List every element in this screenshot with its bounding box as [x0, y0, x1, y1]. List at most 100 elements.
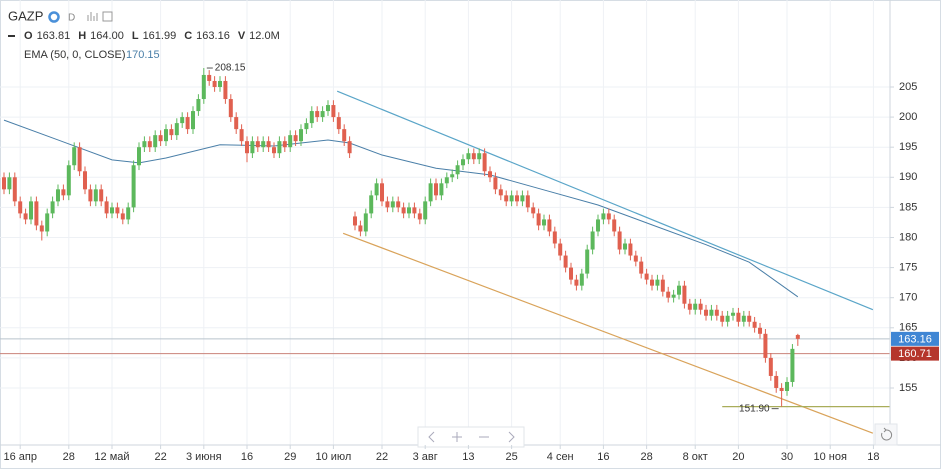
candle-body: [158, 135, 163, 142]
candle-body: [612, 219, 617, 232]
x-tick-label: 25: [505, 451, 517, 463]
candle-body: [207, 74, 212, 81]
y-tick-label: 165: [899, 322, 917, 334]
x-tick-label: 29: [284, 451, 296, 463]
annotation: 208.15: [215, 63, 246, 74]
candle-body: [228, 99, 233, 118]
candle-body: [709, 309, 714, 316]
candle-body: [304, 123, 309, 130]
candle-body: [498, 189, 503, 196]
candle-body: [455, 165, 460, 175]
candle-body: [515, 195, 520, 202]
price-label: 160.71: [898, 348, 932, 360]
candle-body: [126, 207, 131, 220]
candle-body: [336, 117, 341, 130]
candle-body: [185, 117, 190, 130]
candle-body: [137, 147, 142, 166]
candle-body: [72, 147, 77, 166]
candle-body: [444, 177, 449, 184]
plot: [0, 67, 890, 434]
y-tick-label: 170: [899, 292, 917, 304]
price-label-box: [891, 331, 939, 346]
scroll-right[interactable]: [508, 431, 515, 443]
candle-body: [18, 201, 23, 214]
candle-body: [569, 267, 574, 280]
candle-body: [633, 255, 638, 262]
candle-body: [169, 129, 174, 136]
candle-body: [88, 189, 93, 202]
price-label: 163.16: [898, 333, 932, 345]
x-tick-label: 13: [462, 451, 474, 463]
candle-body: [131, 165, 136, 208]
y-tick-label: 200: [899, 111, 917, 123]
x-tick-label: 16 апр: [3, 451, 36, 463]
price-label-box: [891, 346, 939, 361]
candle-body: [579, 273, 584, 286]
candle-body: [644, 273, 649, 280]
scroll-left[interactable]: [428, 431, 435, 443]
candle-body: [439, 183, 444, 196]
candle-body: [779, 387, 784, 392]
candle-body: [218, 80, 223, 87]
candle-body: [390, 201, 395, 208]
candle-body: [50, 201, 55, 214]
ema-name: EMA (50, 0, CLOSE): [24, 49, 125, 61]
candle-body: [407, 207, 412, 214]
y-tick-label: 180: [899, 231, 917, 243]
candle-body: [763, 333, 768, 358]
zoom-bar: [417, 426, 525, 448]
candle-body: [363, 213, 368, 232]
candle-body: [666, 291, 671, 298]
candle-body: [250, 141, 255, 154]
stat-value: 161.99: [143, 30, 177, 42]
candle-body: [471, 153, 476, 160]
candle-body: [115, 207, 120, 214]
y-tick-label: 155: [899, 382, 917, 394]
trend-line: [336, 90, 874, 311]
candle-body: [309, 111, 314, 124]
candle-body: [650, 279, 655, 286]
x-tick-label: 4 сен: [547, 451, 574, 463]
candle-body: [563, 255, 568, 268]
y-tick-label: 185: [899, 201, 917, 213]
candle-body: [687, 303, 692, 310]
candle-body: [547, 219, 552, 232]
ema-line: [3, 119, 799, 298]
candle-body: [142, 141, 147, 148]
candle-body: [255, 141, 260, 148]
chart-type-icon[interactable]: [87, 12, 98, 21]
candle-body: [531, 207, 536, 214]
settings-icon[interactable]: [48, 11, 60, 23]
candle-body: [639, 261, 644, 274]
candle-body: [623, 243, 628, 250]
candle-body: [596, 219, 601, 232]
candle-body: [326, 105, 331, 112]
candle-body: [731, 312, 736, 316]
candle-body: [525, 195, 530, 208]
candle-body: [741, 315, 746, 322]
compare-icon[interactable]: [102, 11, 113, 22]
candle-body: [677, 285, 682, 295]
annotation: 151.90: [739, 403, 770, 414]
candle-body: [299, 129, 304, 142]
candle-body: [660, 279, 665, 292]
candle-body: [82, 171, 87, 190]
candle-body: [34, 201, 39, 226]
stat-value: 163.16: [196, 30, 230, 42]
candle-body: [396, 201, 401, 208]
candle-body: [461, 159, 466, 166]
candle-body: [671, 294, 676, 298]
zoom-in[interactable]: [452, 432, 462, 442]
candle-body: [120, 213, 125, 220]
candle-body: [77, 147, 82, 172]
candle-body: [466, 153, 471, 160]
reset-button[interactable]: [874, 423, 898, 446]
zoom-controls: [417, 426, 525, 448]
interval[interactable]: D: [68, 13, 75, 24]
candle-body: [201, 74, 206, 100]
candle-body: [288, 135, 293, 148]
candle-body: [109, 207, 114, 214]
stat-value: 12.0M: [249, 30, 280, 42]
